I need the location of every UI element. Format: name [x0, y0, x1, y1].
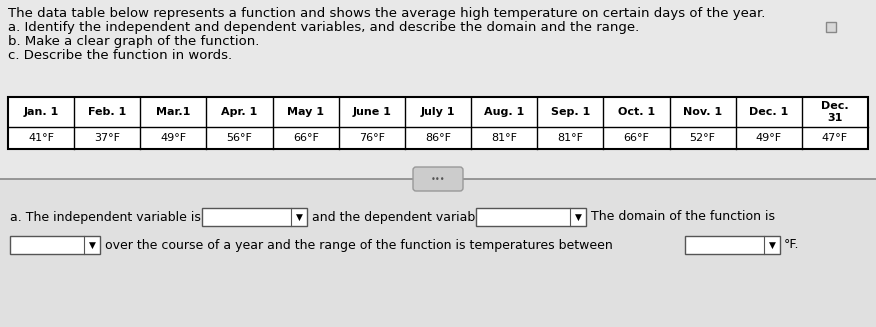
Text: The domain of the function is: The domain of the function is — [591, 211, 775, 223]
Text: Dec.
31: Dec. 31 — [821, 101, 849, 123]
Text: 86°F: 86°F — [425, 133, 451, 143]
Text: ▼: ▼ — [768, 240, 775, 250]
Text: •••: ••• — [431, 175, 445, 183]
Text: Mar.1: Mar.1 — [156, 107, 191, 117]
Text: Jan. 1: Jan. 1 — [24, 107, 59, 117]
Bar — [0, 179, 876, 327]
Text: b. Make a clear graph of the function.: b. Make a clear graph of the function. — [8, 35, 259, 48]
Text: The data table below represents a function and shows the average high temperatur: The data table below represents a functi… — [8, 7, 766, 20]
Text: 49°F: 49°F — [160, 133, 187, 143]
Text: Dec. 1: Dec. 1 — [749, 107, 788, 117]
Text: 76°F: 76°F — [359, 133, 385, 143]
Text: 37°F: 37°F — [95, 133, 120, 143]
Text: ▼: ▼ — [295, 213, 302, 221]
Text: 81°F: 81°F — [491, 133, 517, 143]
Text: a. The independent variable is: a. The independent variable is — [10, 211, 201, 223]
Text: 47°F: 47°F — [822, 133, 848, 143]
Text: July 1: July 1 — [420, 107, 456, 117]
Text: May 1: May 1 — [287, 107, 324, 117]
Text: Aug. 1: Aug. 1 — [484, 107, 524, 117]
Text: 66°F: 66°F — [293, 133, 319, 143]
Text: a. Identify the independent and dependent variables, and describe the domain and: a. Identify the independent and dependen… — [8, 21, 639, 34]
Text: 66°F: 66°F — [624, 133, 649, 143]
Text: Feb. 1: Feb. 1 — [88, 107, 126, 117]
Text: 52°F: 52°F — [689, 133, 716, 143]
Text: Sep. 1: Sep. 1 — [551, 107, 590, 117]
FancyBboxPatch shape — [413, 167, 463, 191]
Bar — [202, 208, 307, 226]
Bar — [8, 97, 868, 149]
Text: Oct. 1: Oct. 1 — [618, 107, 655, 117]
Text: and the dependent variable is: and the dependent variable is — [312, 211, 500, 223]
Text: Apr. 1: Apr. 1 — [222, 107, 258, 117]
Text: c. Describe the function in words.: c. Describe the function in words. — [8, 49, 232, 62]
Text: June 1: June 1 — [352, 107, 392, 117]
Text: ▼: ▼ — [88, 240, 95, 250]
Text: 56°F: 56°F — [227, 133, 252, 143]
Text: ▼: ▼ — [575, 213, 582, 221]
Bar — [476, 208, 586, 226]
Bar — [0, 0, 876, 179]
Text: 49°F: 49°F — [756, 133, 782, 143]
Text: Nov. 1: Nov. 1 — [683, 107, 722, 117]
Bar — [10, 236, 100, 254]
Text: 81°F: 81°F — [557, 133, 583, 143]
Bar — [685, 236, 780, 254]
Text: over the course of a year and the range of the function is temperatures between: over the course of a year and the range … — [105, 238, 612, 251]
Text: °F.: °F. — [784, 238, 800, 251]
Bar — [826, 22, 836, 32]
Text: 41°F: 41°F — [28, 133, 54, 143]
